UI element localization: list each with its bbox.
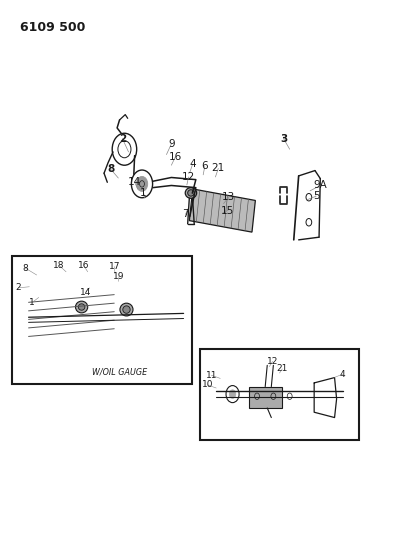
Text: W/OIL GAUGE: W/OIL GAUGE xyxy=(92,367,148,376)
Text: 8: 8 xyxy=(107,165,115,174)
Ellipse shape xyxy=(185,188,197,198)
Bar xyxy=(12,256,192,384)
Text: 19: 19 xyxy=(113,272,125,280)
Bar xyxy=(200,349,359,440)
Text: 8: 8 xyxy=(22,264,28,272)
Text: 1: 1 xyxy=(29,298,35,307)
Text: 11: 11 xyxy=(206,371,217,379)
Circle shape xyxy=(136,176,148,191)
Bar xyxy=(249,386,282,408)
Text: 16: 16 xyxy=(78,261,89,270)
Ellipse shape xyxy=(120,303,133,316)
Text: 12: 12 xyxy=(182,172,195,182)
Ellipse shape xyxy=(123,306,130,313)
Text: 10: 10 xyxy=(202,381,213,389)
Ellipse shape xyxy=(75,301,88,313)
Text: 3: 3 xyxy=(280,134,287,143)
Ellipse shape xyxy=(188,190,194,196)
Text: 4: 4 xyxy=(189,159,196,169)
Text: 21: 21 xyxy=(212,164,225,173)
Text: 2: 2 xyxy=(16,284,21,292)
Text: 14: 14 xyxy=(80,288,91,296)
Text: 6109 500: 6109 500 xyxy=(20,21,86,34)
Text: 14: 14 xyxy=(128,177,141,187)
Text: 9A: 9A xyxy=(313,181,327,190)
Text: 4: 4 xyxy=(340,370,346,378)
Bar xyxy=(189,189,255,232)
Circle shape xyxy=(229,390,236,398)
Text: 2: 2 xyxy=(119,134,126,143)
Text: 12: 12 xyxy=(267,357,278,366)
Text: 6: 6 xyxy=(202,161,208,171)
Text: 16: 16 xyxy=(169,152,182,161)
Text: 21: 21 xyxy=(277,365,288,373)
Ellipse shape xyxy=(78,304,85,310)
Text: 5: 5 xyxy=(313,191,319,201)
Text: 18: 18 xyxy=(53,261,65,270)
Text: 7: 7 xyxy=(182,209,189,219)
Text: 15: 15 xyxy=(221,206,234,215)
Text: 13: 13 xyxy=(222,192,235,202)
Text: 9: 9 xyxy=(168,139,175,149)
Text: 17: 17 xyxy=(109,262,120,271)
Text: 1: 1 xyxy=(140,188,147,198)
